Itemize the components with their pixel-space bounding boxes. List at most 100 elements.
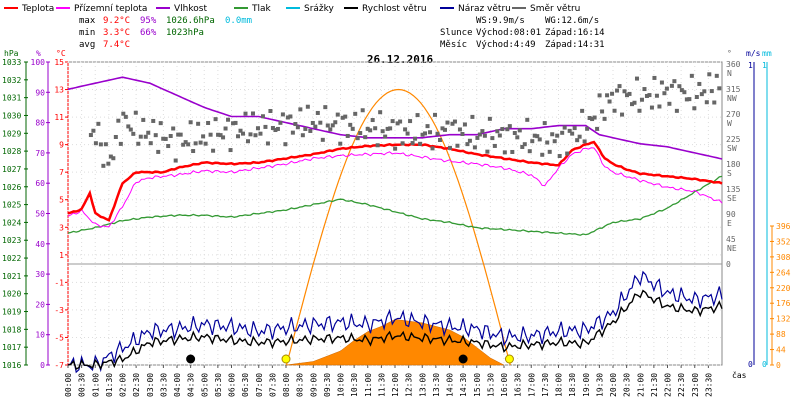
wind-direction-point [340,115,345,120]
axis-direction-tick-dir: NW [727,94,737,103]
axis-mm-bottom: 0 [762,360,767,369]
wind-direction-point [375,143,380,148]
axis-time-tick-label: 06:30 [241,373,250,397]
axis-time-tick-label: 21:30 [650,373,659,397]
axis-time-tick-label: 01:30 [105,373,114,397]
wind-direction-point [502,150,507,155]
sunset-marker [504,354,514,364]
axis-direction-tick-label: 225 [726,135,741,144]
series-temperature-line [67,140,723,222]
wind-direction-point [131,131,136,136]
wind-direction-point [153,133,158,138]
axis-direction-tick-label: 135 [726,185,741,194]
wind-direction-point [410,141,415,146]
legend-label: Náraz větru [458,4,511,14]
axis-direction-tick-dir: N [727,69,732,78]
wind-direction-point [330,123,335,128]
wind-direction-point [505,127,510,132]
stat-min-label: min [79,28,95,38]
wind-direction-point [273,128,278,133]
axis-radiation-tick-label: 308 [776,253,791,262]
axis-time-tick-label: 22:30 [677,373,686,397]
axis-time-tick-label: 19:30 [595,373,604,397]
wind-direction-point [447,145,452,150]
wind-direction-point [467,138,472,143]
axis-time-tick-label: 23:30 [704,373,713,397]
info-block: WS:9.9m/s WG:12.6m/s Slunce Východ:08:01… [440,16,605,50]
wind-direction-point [495,129,500,134]
wind-direction-point [213,117,218,122]
series-wind-speed-line [67,289,723,371]
wind-direction-point [350,126,355,131]
wind-direction-point [308,128,313,133]
wind-direction-point [442,127,447,132]
wind-direction-point [245,139,250,144]
wind-direction-point [470,114,475,119]
axis-time-tick-label: 05:00 [200,373,209,397]
wind-direction-point [238,128,243,133]
wind-direction-point [348,122,353,127]
axis-celsius-tick-label: 13 [54,86,64,95]
wind-direction-point [610,91,615,96]
wind-direction-point [166,144,171,149]
wind-direction-point [580,108,585,113]
axis-radiation-tick-label: 132 [776,315,791,324]
axis-time-tick-label: 16:30 [514,373,523,397]
wind-direction-point [96,121,101,126]
wind-direction-point [258,131,263,136]
wind-direction-point [522,142,527,147]
wind-direction-point [241,131,246,136]
wind-direction-point [477,132,482,137]
sunrise-marker [281,354,291,364]
wind-direction-point [694,95,699,100]
wind-direction-point [315,110,320,115]
radiation-area [285,319,505,366]
series-ground-temp-line [67,147,723,228]
wind-direction-point [679,88,684,93]
wind-direction-point [353,111,358,116]
wind-direction-point [181,142,186,147]
axis-ms-label: m/s [746,49,761,58]
wind-direction-point [253,133,258,138]
wind-direction-point [121,111,126,116]
wind-direction-point [313,124,318,129]
legend-label: Rychlost větru [362,4,427,14]
axis-hpa-tick-label: 1020 [2,290,21,299]
series-wind-gust-line [67,270,723,374]
wind-direction-point [206,120,211,125]
axis-time-tick-label: 04:30 [187,373,196,397]
wind-direction-point [657,104,662,109]
wind-direction-point [151,118,156,123]
wind-direction-point [216,132,221,137]
axis-direction-tick-label: 315 [726,85,741,94]
axis-celsius-tick-label: 1 [59,251,64,260]
wind-direction-point [500,127,505,132]
wind-direction-point [91,128,96,133]
wind-direction-point [101,163,106,168]
axis-hpa-tick-label: 1024 [2,218,21,227]
wind-direction-point [699,92,704,97]
wind-direction-point [462,122,467,127]
axis-radiation-tick-label: 396 [776,222,791,231]
axis-hpa-tick-label: 1016 [2,361,21,370]
wind-direction-point [607,99,612,104]
wind-direction-point [664,86,669,91]
wind-direction-point [338,141,343,146]
wind-direction-point [672,79,677,84]
wind-direction-point [368,128,373,133]
axis-celsius-label: °C [56,49,66,58]
wind-direction-point [709,89,714,94]
axis-radiation-tick-label: 88 [776,330,786,339]
axis-time-tick-label: 09:30 [323,373,332,397]
axis-time-tick-label: 15:00 [473,373,482,397]
wind-direction-point [248,132,253,137]
axis-time-tick-label: 15:30 [486,373,495,397]
wind-speed-max: WS:9.9m/s [476,16,525,26]
axis-hpa-tick-label: 1033 [2,58,21,67]
wind-direction-point [542,121,547,126]
wind-direction-point [290,130,295,135]
wind-direction-point [669,83,674,88]
wind-direction-point [360,108,365,113]
wind-direction-point [630,102,635,107]
wind-direction-point [659,80,664,85]
